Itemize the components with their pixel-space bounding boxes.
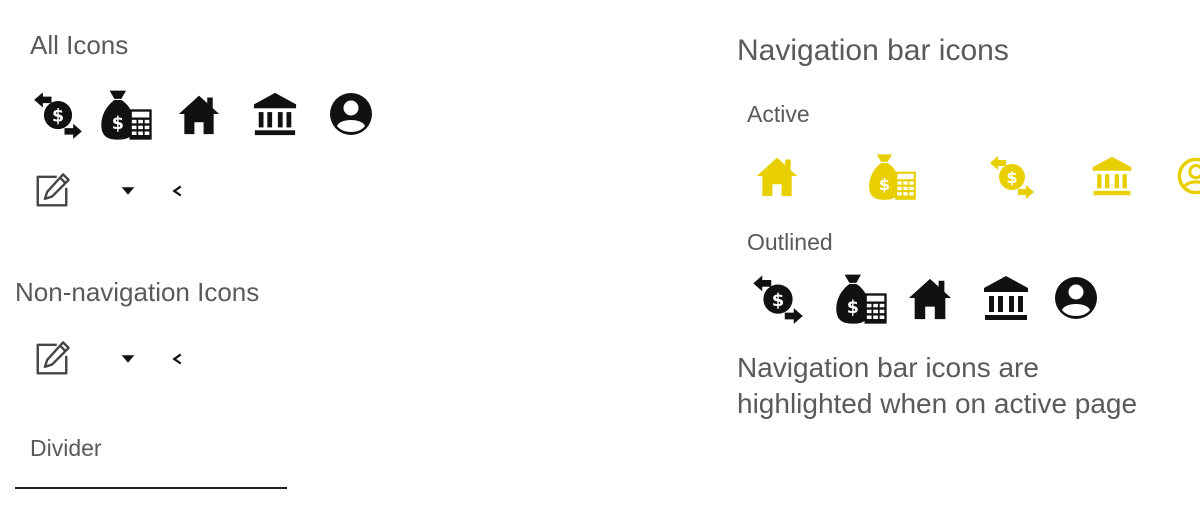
divider-label: Divider bbox=[30, 435, 102, 462]
account-circle-icon bbox=[316, 90, 386, 138]
transfer-money-icon[interactable] bbox=[748, 271, 808, 325]
home-icon[interactable] bbox=[900, 275, 960, 321]
bank-icon bbox=[234, 91, 316, 137]
transfer-money-icon[interactable] bbox=[982, 152, 1042, 200]
outlined-label: Outlined bbox=[747, 229, 833, 256]
divider bbox=[15, 487, 287, 489]
non-navigation-icons-title: Non-navigation Icons bbox=[15, 277, 259, 308]
money-bag-calculator-icon bbox=[88, 86, 164, 142]
home-icon[interactable] bbox=[748, 154, 806, 198]
utility-icons-row bbox=[30, 172, 194, 210]
all-icons-row bbox=[28, 86, 386, 142]
chevron-left-icon[interactable] bbox=[162, 180, 194, 202]
navigation-note: Navigation bar icons are highlighted whe… bbox=[737, 350, 1157, 422]
money-bag-calculator-icon[interactable] bbox=[822, 270, 900, 326]
transfer-money-icon bbox=[28, 88, 88, 140]
non-navigation-icons-row bbox=[30, 340, 194, 378]
navigation-bar-icons-title: Navigation bar icons bbox=[737, 34, 1009, 68]
edit-icon[interactable] bbox=[30, 172, 74, 210]
caret-down-icon[interactable] bbox=[94, 344, 162, 374]
bank-icon[interactable] bbox=[966, 274, 1046, 322]
all-icons-title: All Icons bbox=[30, 30, 128, 61]
bank-icon[interactable] bbox=[1082, 155, 1142, 197]
active-label: Active bbox=[747, 101, 810, 128]
chevron-left-icon[interactable] bbox=[162, 348, 194, 370]
money-bag-calculator-icon[interactable] bbox=[842, 150, 942, 202]
edit-icon[interactable] bbox=[30, 340, 74, 378]
caret-down-icon[interactable] bbox=[94, 176, 162, 206]
home-icon bbox=[164, 92, 234, 136]
account-circle-icon[interactable] bbox=[1168, 155, 1200, 197]
account-circle-icon[interactable] bbox=[1046, 274, 1106, 322]
active-icons-row bbox=[748, 150, 1200, 202]
outlined-icons-row bbox=[748, 270, 1106, 326]
